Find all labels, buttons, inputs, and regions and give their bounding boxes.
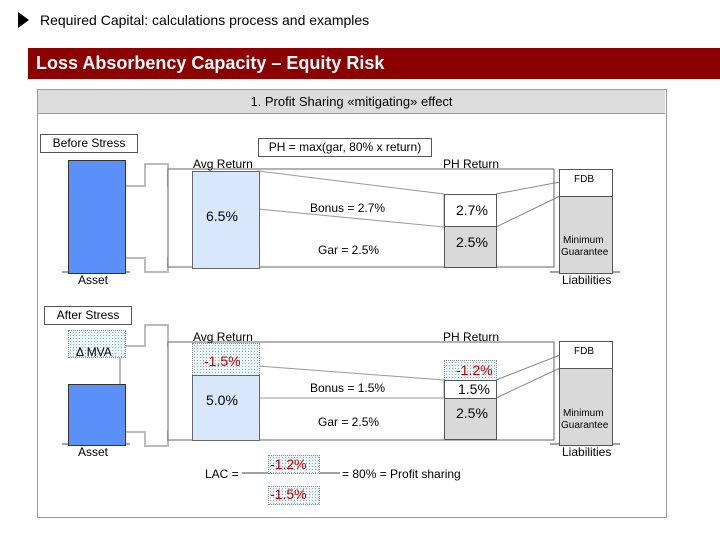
- before-ph-gar-box: [444, 226, 497, 268]
- before-avg-return-label: Avg Return: [193, 157, 253, 171]
- after-gar-text: Gar = 2.5%: [318, 415, 380, 429]
- after-fdb-line-2: [495, 367, 561, 399]
- before-min-guarantee-box: [559, 196, 613, 274]
- lac-denominator-box: [268, 486, 320, 505]
- before-min-guarantee-line-2: Guarantee: [561, 247, 609, 258]
- before-asset-label: Asset: [78, 273, 109, 287]
- after-ph-loss-value: -1.2%: [456, 362, 493, 378]
- before-fdb-line-2: [495, 195, 561, 228]
- after-asset-label: Asset: [78, 445, 109, 459]
- before-ph-return-label: PH Return: [443, 157, 500, 171]
- bullet-arrow-icon: [18, 12, 29, 28]
- after-avg-return-loss-value: -1.5%: [204, 353, 241, 369]
- lac-result: = 80% = Profit sharing: [342, 467, 461, 481]
- lac-numerator-box: [268, 455, 320, 474]
- after-ph-gar-box: [444, 398, 497, 440]
- after-asset-bar: [68, 384, 126, 446]
- after-min-guarantee-box: [559, 368, 613, 446]
- after-fdb-label: FDB: [574, 346, 594, 357]
- lac-numerator: -1.2%: [270, 456, 307, 472]
- before-gar-text: Gar = 2.5%: [318, 243, 380, 257]
- diagram-frame: [37, 89, 667, 518]
- before-stress-label: Before Stress: [40, 134, 138, 153]
- after-min-guarantee-line-2: Guarantee: [561, 420, 609, 431]
- after-stress-label: After Stress: [44, 306, 132, 325]
- after-ph-gar-value: 2.5%: [456, 405, 488, 421]
- section-title: Required Capital: calculations process a…: [40, 12, 370, 28]
- after-ph-return-label: PH Return: [443, 330, 500, 344]
- diagram-title: 1. Profit Sharing «mitigating» effect: [250, 94, 453, 109]
- banner-title: Loss Absorbency Capacity – Equity Risk: [36, 53, 385, 73]
- before-asset-bar: [68, 160, 126, 274]
- after-avg-return-label: Avg Return: [193, 330, 253, 344]
- after-ph-bonus-value: 1.5%: [458, 381, 490, 397]
- diagram-header: [38, 90, 665, 114]
- before-formula-box: PH = max(gar, 80% x return): [258, 138, 432, 157]
- banner: [28, 48, 720, 79]
- before-bonus-text: Bonus = 2.7%: [310, 201, 386, 215]
- lac-label: LAC =: [205, 467, 239, 481]
- after-min-guarantee-line-1: Minimum: [563, 408, 604, 419]
- before-ph-gar-value: 2.5%: [456, 234, 488, 250]
- after-fdb-box: [559, 341, 613, 370]
- before-liabilities-label: Liabilities: [562, 273, 612, 287]
- before-avg-return-box: [192, 171, 260, 269]
- before-ph-bonus-value: 2.7%: [456, 202, 488, 218]
- lac-denominator: -1.5%: [270, 486, 307, 502]
- before-fdb-line-1: [495, 181, 561, 195]
- after-mva-label: Δ MVA: [76, 345, 112, 359]
- after-bonus-text: Bonus = 1.5%: [310, 381, 386, 395]
- after-avg-return-loss-box: [192, 343, 260, 377]
- after-mva-bar: [68, 330, 126, 358]
- after-avg-return-value: 5.0%: [206, 392, 238, 408]
- before-min-guarantee-line-1: Minimum: [563, 235, 604, 246]
- after-fdb-line-1: [495, 354, 561, 381]
- before-avg-return-value: 6.5%: [206, 208, 238, 224]
- after-liabilities-label: Liabilities: [562, 445, 612, 459]
- after-avg-return-box: [192, 375, 260, 441]
- before-fdb-label: FDB: [574, 174, 594, 185]
